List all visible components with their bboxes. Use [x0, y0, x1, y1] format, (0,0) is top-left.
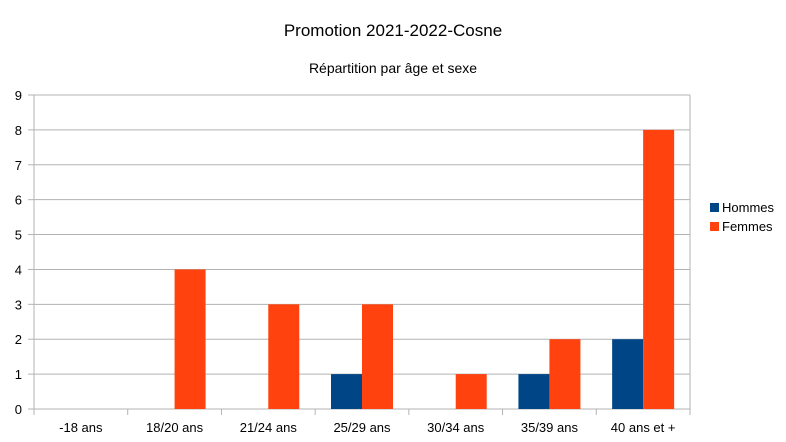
gridlines	[28, 94, 691, 415]
x-tick-label: 21/24 ans	[240, 420, 298, 435]
legend-label-hommes: Hommes	[722, 200, 775, 215]
x-tick-label: 30/34 ans	[427, 420, 485, 435]
x-tick-label: -18 ans	[59, 420, 103, 435]
y-tick-label: 5	[15, 228, 22, 243]
y-tick-label: 6	[15, 193, 22, 208]
bar-femmes-1	[174, 269, 206, 409]
y-tick-label: 2	[15, 332, 22, 347]
bar-hommes-3	[331, 374, 362, 409]
x-tick-label: 40 ans et +	[611, 420, 676, 435]
y-tick-label: 3	[15, 297, 22, 312]
y-tick-label: 1	[15, 367, 22, 382]
bar-hommes-5	[518, 374, 550, 409]
x-axis-ticks: -18 ans 18/20 ans 21/24 ans 25/29 ans 30/34 …	[59, 420, 675, 435]
y-tick-label: 0	[15, 402, 22, 417]
x-tick-label: 35/39 ans	[521, 420, 579, 435]
legend: Hommes Femmes	[710, 200, 775, 234]
bar-femmes-2	[268, 304, 300, 409]
bars	[174, 129, 675, 409]
legend-swatch-femmes	[710, 222, 719, 231]
bar-femmes-5	[549, 339, 581, 409]
bar-femmes-6	[643, 129, 675, 409]
chart-title: Promotion 2021-2022-Cosne	[284, 21, 502, 40]
bar-femmes-3	[362, 304, 393, 409]
x-tick-label: 25/29 ans	[333, 420, 391, 435]
y-axis-ticks: 0 1 2 3 4 5 6 7 8 9	[15, 88, 22, 417]
y-tick-label: 8	[15, 123, 22, 138]
x-tick-label: 18/20 ans	[146, 420, 204, 435]
legend-label-femmes: Femmes	[722, 219, 773, 234]
legend-swatch-hommes	[710, 203, 719, 212]
y-tick-label: 4	[15, 262, 22, 277]
bar-femmes-4	[455, 374, 487, 409]
y-tick-label: 7	[15, 158, 22, 173]
bar-hommes-6	[612, 339, 644, 409]
y-tick-label: 9	[15, 88, 22, 103]
chart-subtitle: Répartition par âge et sexe	[309, 60, 477, 76]
